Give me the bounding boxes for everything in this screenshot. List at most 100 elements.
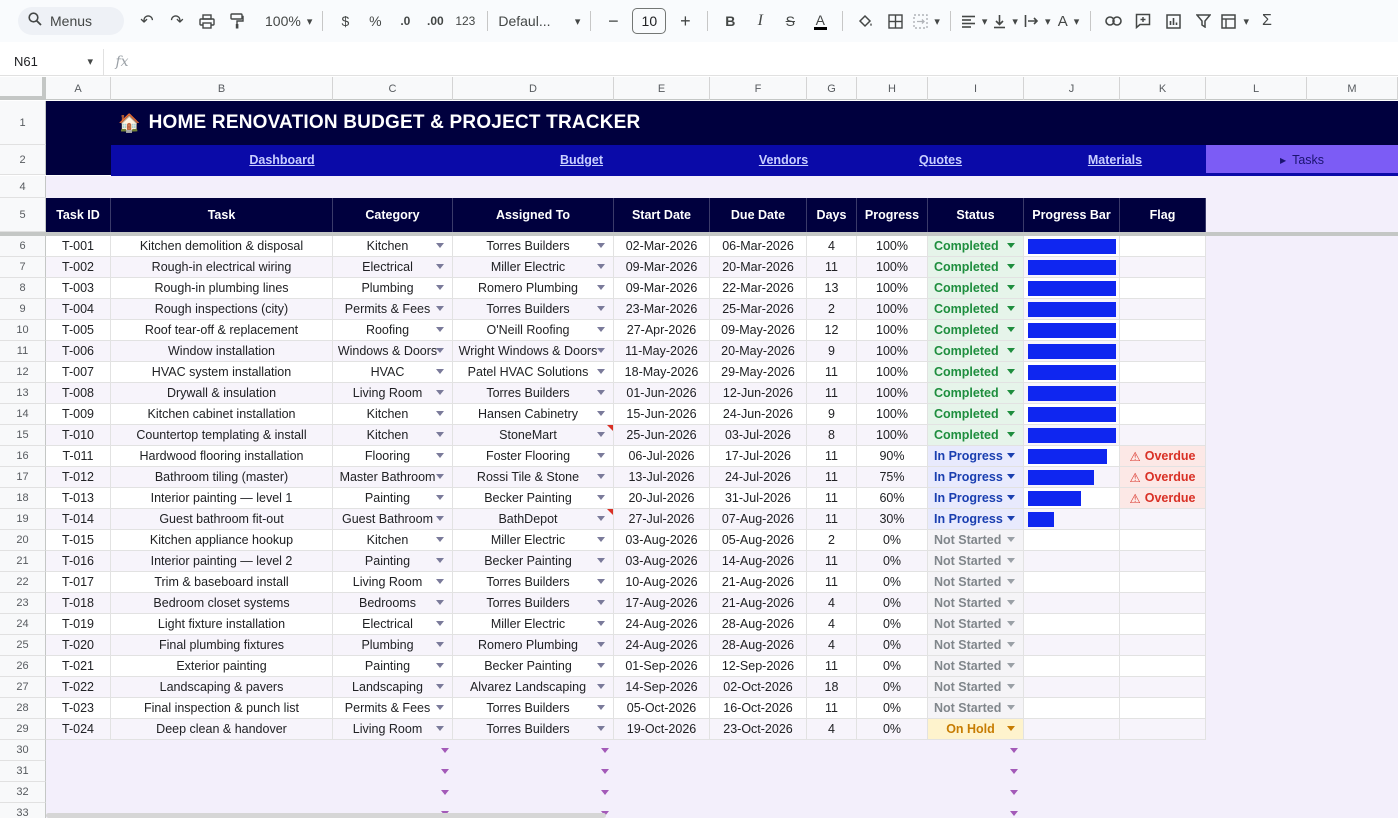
bold-button[interactable]: B bbox=[725, 13, 736, 29]
assigned-dropdown-arrow-icon[interactable] bbox=[601, 769, 609, 774]
status-dropdown[interactable]: Not Started bbox=[928, 698, 1024, 719]
dropdown-arrow-icon[interactable] bbox=[1007, 600, 1015, 605]
row-header[interactable]: 20 bbox=[0, 530, 46, 551]
column-header-l[interactable]: L bbox=[1206, 77, 1307, 100]
row-header[interactable]: 26 bbox=[0, 656, 46, 677]
dropdown-arrow-icon[interactable] bbox=[436, 621, 444, 626]
status-dropdown[interactable]: In Progress bbox=[928, 446, 1024, 467]
row-header[interactable]: 33 bbox=[0, 803, 46, 818]
status-dropdown[interactable]: In Progress bbox=[928, 488, 1024, 509]
dropdown-arrow-icon[interactable] bbox=[597, 621, 605, 626]
status-dropdown[interactable]: Not Started bbox=[928, 551, 1024, 572]
status-dropdown[interactable]: In Progress bbox=[928, 509, 1024, 530]
functions-icon[interactable]: Σ bbox=[1262, 12, 1272, 29]
dropdown-arrow-icon[interactable] bbox=[436, 411, 444, 416]
category-cell[interactable]: Plumbing bbox=[333, 278, 453, 299]
assigned-dropdown-arrow-icon[interactable] bbox=[601, 748, 609, 753]
dropdown-arrow-icon[interactable] bbox=[597, 642, 605, 647]
status-dropdown-arrow-icon[interactable] bbox=[1010, 790, 1018, 795]
status-dropdown[interactable]: Not Started bbox=[928, 614, 1024, 635]
dropdown-arrow-icon[interactable] bbox=[597, 264, 605, 269]
category-cell[interactable]: Kitchen bbox=[333, 425, 453, 446]
vertical-align-icon[interactable] bbox=[990, 7, 1021, 35]
row-header[interactable]: 8 bbox=[0, 278, 46, 299]
row-header[interactable]: 2 bbox=[0, 145, 46, 175]
category-cell[interactable]: Kitchen bbox=[333, 236, 453, 257]
status-dropdown[interactable]: Not Started bbox=[928, 656, 1024, 677]
dropdown-arrow-icon[interactable] bbox=[436, 684, 444, 689]
insert-comment-icon[interactable] bbox=[1128, 7, 1158, 35]
row-header[interactable]: 15 bbox=[0, 425, 46, 446]
row-header[interactable]: 9 bbox=[0, 299, 46, 320]
dropdown-arrow-icon[interactable] bbox=[597, 600, 605, 605]
assigned-to-cell[interactable]: Torres Builders bbox=[453, 383, 614, 404]
assigned-to-cell[interactable]: Wright Windows & Doors bbox=[453, 341, 614, 362]
category-cell[interactable]: Permits & Fees bbox=[333, 299, 453, 320]
category-dropdown-arrow-icon[interactable] bbox=[441, 769, 449, 774]
row-header[interactable]: 14 bbox=[0, 404, 46, 425]
row-header[interactable]: 21 bbox=[0, 551, 46, 572]
column-header-h[interactable]: H bbox=[857, 77, 928, 100]
status-dropdown[interactable]: Completed bbox=[928, 236, 1024, 257]
dropdown-arrow-icon[interactable] bbox=[597, 474, 605, 479]
category-cell[interactable]: Painting bbox=[333, 551, 453, 572]
dropdown-arrow-icon[interactable] bbox=[1007, 537, 1015, 542]
status-dropdown[interactable]: Not Started bbox=[928, 677, 1024, 698]
assigned-to-cell[interactable]: Patel HVAC Solutions bbox=[453, 362, 614, 383]
insert-link-icon[interactable] bbox=[1098, 7, 1128, 35]
row-header[interactable]: 11 bbox=[0, 341, 46, 362]
nav-link-materials[interactable]: Materials bbox=[1087, 153, 1143, 167]
dropdown-arrow-icon[interactable] bbox=[1007, 432, 1015, 437]
dropdown-arrow-icon[interactable] bbox=[1007, 621, 1015, 626]
table-header-task-id[interactable]: Task ID bbox=[46, 198, 111, 232]
redo-icon[interactable]: ↷ bbox=[170, 13, 184, 30]
dropdown-arrow-icon[interactable] bbox=[597, 432, 605, 437]
row-header[interactable]: 17 bbox=[0, 467, 46, 488]
name-box[interactable]: N61 bbox=[0, 48, 104, 75]
column-header-b[interactable]: B bbox=[111, 77, 333, 100]
category-cell[interactable]: Guest Bathroom bbox=[333, 509, 453, 530]
assigned-to-cell[interactable]: Romero Plumbing bbox=[453, 278, 614, 299]
row-header[interactable]: 25 bbox=[0, 635, 46, 656]
dropdown-arrow-icon[interactable] bbox=[597, 453, 605, 458]
increase-font-size-button[interactable]: + bbox=[680, 10, 691, 31]
strikethrough-button[interactable]: S bbox=[785, 13, 796, 29]
column-header-i[interactable]: I bbox=[928, 77, 1024, 100]
dropdown-arrow-icon[interactable] bbox=[436, 285, 444, 290]
nav-link-dashboard[interactable]: Dashboard bbox=[249, 153, 315, 167]
assigned-to-cell[interactable]: Torres Builders bbox=[453, 698, 614, 719]
filter-icon[interactable] bbox=[1188, 7, 1218, 35]
select-all-corner[interactable] bbox=[0, 77, 46, 100]
assigned-to-cell[interactable]: Becker Painting bbox=[453, 488, 614, 509]
merge-cells-icon[interactable] bbox=[910, 7, 943, 35]
row-header[interactable]: 23 bbox=[0, 593, 46, 614]
text-color-button[interactable]: A bbox=[805, 7, 835, 35]
dropdown-arrow-icon[interactable] bbox=[597, 306, 605, 311]
status-dropdown[interactable]: In Progress bbox=[928, 467, 1024, 488]
dropdown-arrow-icon[interactable] bbox=[1007, 369, 1015, 374]
dropdown-arrow-icon[interactable] bbox=[436, 495, 444, 500]
dropdown-arrow-icon[interactable] bbox=[436, 432, 444, 437]
fill-color-icon[interactable] bbox=[850, 7, 880, 35]
assigned-to-cell[interactable]: Miller Electric bbox=[453, 257, 614, 278]
row-header[interactable]: 29 bbox=[0, 719, 46, 740]
assigned-to-cell[interactable]: Rossi Tile & Stone bbox=[453, 467, 614, 488]
horizontal-align-icon[interactable] bbox=[958, 7, 991, 35]
column-header-d[interactable]: D bbox=[453, 77, 614, 100]
dropdown-arrow-icon[interactable] bbox=[597, 348, 605, 353]
assigned-to-cell[interactable]: Becker Painting bbox=[453, 551, 614, 572]
status-dropdown[interactable]: Completed bbox=[928, 362, 1024, 383]
table-header-task[interactable]: Task bbox=[111, 198, 333, 232]
nav-link-budget[interactable]: Budget bbox=[559, 153, 604, 167]
column-header-m[interactable]: M bbox=[1307, 77, 1398, 100]
dropdown-arrow-icon[interactable] bbox=[436, 642, 444, 647]
more-formats-button[interactable]: 123 bbox=[455, 14, 476, 28]
category-dropdown-arrow-icon[interactable] bbox=[441, 790, 449, 795]
table-header-days[interactable]: Days bbox=[807, 198, 857, 232]
assigned-to-cell[interactable]: Alvarez Landscaping bbox=[453, 677, 614, 698]
table-header-progress[interactable]: Progress bbox=[857, 198, 928, 232]
row-header[interactable]: 18 bbox=[0, 488, 46, 509]
dropdown-arrow-icon[interactable] bbox=[1007, 411, 1015, 416]
column-header-c[interactable]: C bbox=[333, 77, 453, 100]
dropdown-arrow-icon[interactable] bbox=[1007, 453, 1015, 458]
